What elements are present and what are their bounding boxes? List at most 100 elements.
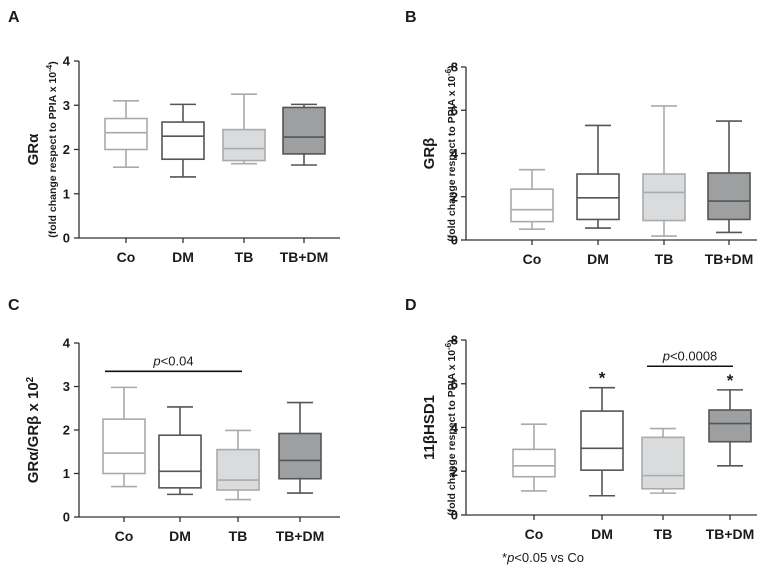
y-tick-label-a: 0 (63, 231, 70, 246)
y-tick-label-c: 4 (63, 336, 71, 351)
y-tick-label-c: 2 (63, 423, 70, 438)
box-b-tb-dm (707, 120, 751, 234)
panel-letter-b: B (405, 9, 417, 26)
x-tick-label-d: TB (654, 526, 673, 542)
box-iqr (278, 432, 322, 480)
footnote: *p<0.05 vs Co (502, 550, 584, 565)
y-tick-label-a: 1 (63, 186, 70, 201)
box-d-co (512, 423, 556, 492)
y-axis-subtitle-b: (fold change respect to PPIA x 10-6) (444, 65, 459, 242)
y-tick-label-b: 0 (451, 233, 458, 248)
y-axis-subtitle-exponent-d: -6 (444, 342, 453, 350)
box-d-dm (580, 386, 624, 497)
x-tick-label-a: DM (172, 249, 194, 265)
footnote-star: * (502, 550, 508, 565)
y-axis-subtitle-close-a: ) (47, 61, 59, 65)
box-iqr (580, 410, 624, 471)
box-iqr (104, 117, 148, 151)
box-b-dm (576, 124, 620, 229)
panel-letter-a: A (8, 9, 20, 26)
panel-letter-c: C (8, 297, 20, 314)
box-iqr (510, 188, 554, 223)
x-tick-label-b: Co (523, 251, 542, 267)
box-c-tb-dm (278, 401, 322, 494)
box-a-tb-dm (282, 103, 326, 166)
y-axis-title-c: GRα/GRβ x 102 (25, 376, 43, 483)
p-value-italic-c: p (152, 353, 160, 368)
box-a-dm (161, 103, 205, 178)
x-tick-label-c: TB (229, 528, 248, 544)
box-iqr (102, 418, 146, 475)
box-iqr (512, 448, 556, 478)
panel-d: D 0 2 4 6 8 Co DM TB TB+DM 11βHSD1 (fold change res… (405, 297, 757, 542)
y-axis-title-exponent-c: 2 (25, 376, 36, 382)
box-iqr (576, 173, 620, 221)
p-value-text-c: <0.04 (161, 353, 194, 368)
x-tick-label-d: Co (525, 526, 544, 542)
box-b-tb (642, 105, 686, 237)
panel-c: C 0 1 2 3 4 Co DM TB TB+DM GRα/GRβ x 102 p<0.04 (8, 297, 340, 544)
x-tick-label-c: TB+DM (276, 528, 325, 544)
y-tick-label-a: 3 (63, 98, 70, 113)
y-axis-title-b: GRβ (421, 138, 438, 170)
y-tick-label-d: 0 (451, 508, 458, 523)
x-tick-label-b: TB (655, 251, 674, 267)
p-value-italic-d: p (662, 348, 670, 363)
y-axis-title-a: GRα (25, 133, 42, 166)
box-d-tb-dm (708, 389, 752, 467)
x-tick-label-c: DM (169, 528, 191, 544)
box-a-tb (222, 93, 266, 165)
p-value-text-d: <0.0008 (670, 348, 717, 363)
box-d-tb (641, 427, 685, 494)
panel-a: A 0 1 2 3 4 Co DM TB TB+DM GRα (fold change respect… (8, 9, 340, 265)
y-tick-label-b: 2 (451, 189, 458, 204)
y-axis-title-d: 11βHSD1 (421, 395, 438, 460)
x-tick-label-a: TB (235, 249, 254, 265)
panel-letter-d: D (405, 297, 417, 314)
y-axis-subtitle-close-b: ) (446, 65, 458, 69)
box-iqr (282, 106, 326, 155)
y-tick-label-c: 1 (63, 466, 70, 481)
box-iqr (216, 448, 260, 491)
x-tick-label-d: DM (591, 526, 613, 542)
y-tick-label-b: 8 (451, 60, 458, 75)
significance-star-d: * (727, 371, 734, 390)
box-iqr (642, 173, 686, 222)
box-iqr (707, 172, 751, 221)
y-tick-label-c: 3 (63, 379, 70, 394)
x-tick-label-b: DM (587, 251, 609, 267)
y-tick-label-a: 4 (63, 54, 71, 69)
x-tick-label-c: Co (115, 528, 134, 544)
y-tick-label-a: 2 (63, 142, 70, 157)
box-iqr (222, 128, 266, 162)
box-iqr (158, 434, 202, 489)
p-value-annotation-c: p<0.04 (152, 353, 193, 368)
box-c-dm (158, 406, 202, 496)
y-axis-subtitle-close-d: ) (446, 339, 458, 343)
y-tick-label-d: 4 (451, 420, 459, 435)
box-c-co (102, 386, 146, 488)
y-tick-label-b: 6 (451, 103, 458, 118)
footnote-p: p (507, 550, 515, 565)
x-tick-label-a: Co (117, 249, 136, 265)
y-axis-subtitle-d: (fold change respect to PPIA x 10-6) (444, 339, 459, 516)
box-iqr (708, 409, 752, 443)
box-b-co (510, 168, 554, 230)
x-tick-label-b: TB+DM (705, 251, 754, 267)
panel-b: B 0 2 4 6 8 Co DM TB TB+DM GRβ (fold change respect… (405, 9, 757, 267)
y-tick-label-d: 6 (451, 376, 458, 391)
box-iqr (161, 121, 205, 161)
x-tick-label-d: TB+DM (706, 526, 755, 542)
y-axis-subtitle-exponent-a: -4 (45, 64, 54, 72)
y-tick-label-d: 2 (451, 464, 458, 479)
footnote-text: <0.05 vs Co (514, 550, 585, 565)
y-tick-label-c: 0 (63, 510, 70, 525)
y-tick-label-b: 4 (451, 146, 459, 161)
y-axis-subtitle-a: (fold change respect to PPIA x 10-4) (45, 61, 60, 238)
box-c-tb (216, 429, 260, 501)
x-tick-label-a: TB+DM (280, 249, 329, 265)
box-a-co (104, 100, 148, 168)
y-tick-label-d: 8 (451, 333, 458, 348)
y-axis-subtitle-exponent-b: -6 (444, 68, 453, 76)
